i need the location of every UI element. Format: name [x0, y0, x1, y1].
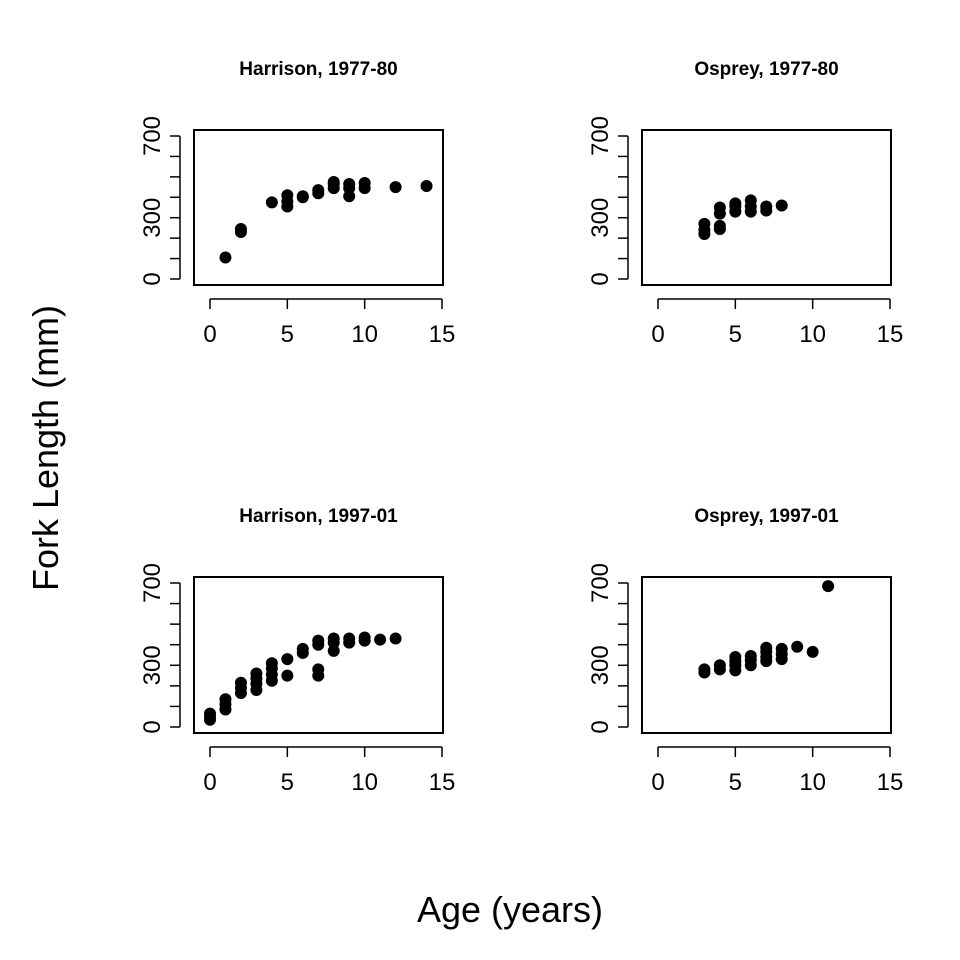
data-point [327, 644, 340, 657]
panel-title: Osprey, 1997-01 [694, 506, 839, 527]
y-tick-label: 700 [587, 563, 614, 603]
data-point [343, 178, 356, 191]
x-tick-label: 5 [281, 769, 294, 796]
y-axis: 0 300 700 [587, 563, 629, 734]
panel-3: Harrison, 1997-01 0 5 10 15 0 300 700 [139, 506, 455, 796]
data-point [358, 176, 371, 189]
data-point [698, 217, 711, 230]
y-axis: 0 300 700 [587, 116, 629, 286]
data-point [219, 251, 232, 264]
data-point [420, 180, 433, 193]
data-point [281, 189, 294, 202]
data-point [760, 200, 773, 213]
data-point [775, 642, 788, 655]
data-point [312, 634, 325, 647]
x-tick-label: 10 [351, 769, 378, 796]
data-point [713, 659, 726, 672]
plot-frame [641, 576, 892, 734]
data-point [791, 640, 804, 653]
data-point [744, 650, 757, 663]
y-tick-label: 0 [139, 272, 166, 285]
y-tick-label: 0 [587, 720, 614, 733]
data-point [760, 641, 773, 654]
data-point [713, 219, 726, 232]
data-point [729, 651, 742, 664]
data-point [296, 190, 309, 203]
panel-title: Harrison, 1997-01 [239, 506, 398, 527]
data-point [296, 642, 309, 655]
x-tick-label: 5 [729, 321, 742, 348]
x-axis-title: Age (years) [417, 889, 603, 930]
data-point [806, 645, 819, 658]
data-point [729, 197, 742, 210]
x-tick-label: 0 [651, 769, 664, 796]
data-point [698, 663, 711, 676]
y-axis: 0 300 700 [139, 563, 181, 734]
x-tick-label: 15 [877, 321, 904, 348]
data-point [312, 184, 325, 197]
data-points [698, 194, 788, 241]
data-point [713, 201, 726, 214]
x-axis: 0 5 10 15 [203, 298, 456, 348]
x-axis: 0 5 10 15 [651, 298, 904, 348]
data-point [265, 657, 278, 670]
data-point [327, 632, 340, 645]
data-point [343, 632, 356, 645]
data-point [775, 199, 788, 212]
data-point [822, 580, 835, 593]
panel-4: Osprey, 1997-01 0 5 10 15 0 300 700 [587, 506, 903, 796]
x-tick-label: 5 [281, 321, 294, 348]
data-points [204, 631, 402, 726]
data-points [219, 175, 433, 264]
data-point [250, 667, 263, 680]
plot-frame [193, 576, 444, 734]
data-point [327, 175, 340, 188]
panel-2: Osprey, 1977-80 0 5 10 15 0 300 700 [587, 59, 903, 348]
x-axis: 0 5 10 15 [203, 746, 456, 796]
x-tick-label: 15 [429, 769, 456, 796]
y-tick-label: 700 [139, 116, 166, 156]
panel-title: Osprey, 1977-80 [694, 59, 838, 80]
y-axis-title: Fork Length (mm) [25, 305, 66, 591]
data-point [281, 669, 294, 682]
data-point [234, 676, 247, 689]
x-tick-label: 15 [429, 321, 456, 348]
y-tick-label: 0 [139, 720, 166, 733]
y-tick-label: 300 [587, 645, 614, 685]
x-tick-label: 0 [203, 321, 216, 348]
data-point [265, 196, 278, 209]
x-tick-label: 10 [351, 321, 378, 348]
data-point [358, 631, 371, 644]
data-point [234, 222, 247, 235]
y-tick-label: 0 [587, 272, 614, 285]
data-point [389, 181, 402, 194]
panel-1: Harrison, 1977-80 0 5 10 15 0 300 700 [139, 59, 455, 348]
plot-frame [193, 129, 444, 286]
x-tick-label: 0 [203, 769, 216, 796]
y-tick-label: 700 [587, 116, 614, 156]
data-point [219, 693, 232, 706]
plot-frame [641, 129, 892, 286]
x-axis: 0 5 10 15 [651, 746, 904, 796]
data-point [281, 653, 294, 666]
x-tick-label: 0 [651, 321, 664, 348]
y-tick-label: 300 [139, 645, 166, 685]
x-tick-label: 10 [799, 321, 826, 348]
x-tick-label: 5 [729, 769, 742, 796]
data-point [744, 194, 757, 207]
data-point [374, 633, 387, 646]
y-tick-label: 300 [587, 198, 614, 238]
data-point [204, 707, 216, 720]
data-point [312, 663, 325, 676]
y-axis: 0 300 700 [139, 116, 181, 286]
data-point [389, 632, 402, 645]
x-tick-label: 10 [799, 769, 826, 796]
x-tick-label: 15 [877, 769, 904, 796]
data-points [698, 580, 835, 679]
y-tick-label: 300 [139, 198, 166, 238]
y-tick-label: 700 [139, 563, 166, 603]
panel-title: Harrison, 1977-80 [239, 59, 397, 80]
